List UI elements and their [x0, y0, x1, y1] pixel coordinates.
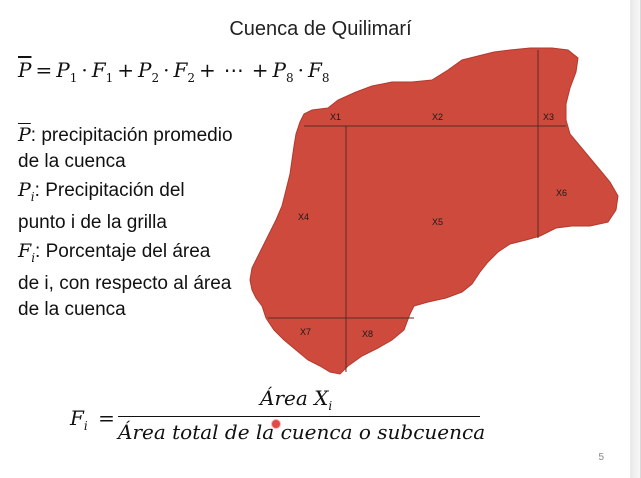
term-dot-2: · — [163, 58, 170, 82]
plus-1: + — [117, 58, 134, 82]
legend-fi-sub: i — [31, 250, 36, 265]
term-f1-sub: 1 — [105, 71, 114, 85]
term-f8: F — [308, 58, 322, 82]
formula-lhs: P — [18, 58, 32, 82]
legend-pi-text: : Precipitación del punto i de la grilla — [18, 180, 185, 233]
pointer-dot — [271, 419, 281, 429]
mean-precipitation-formula: P = P1 · F1 + P2 · F2 + ⋯ + P8 · F8 — [18, 58, 330, 85]
basin-shape — [249, 47, 619, 375]
fraction-lhs: Fi = — [70, 406, 115, 433]
legend-fi: Fi: Porcentaje del área de i, con respec… — [18, 238, 233, 323]
cell-label-x3: X3 — [543, 112, 554, 122]
fraction-lhs-sub: i — [83, 419, 88, 433]
cell-label-x5: X5 — [432, 217, 443, 227]
legend-pi-sub: i — [30, 189, 35, 204]
formula-equals: = — [35, 58, 53, 82]
term-p8: P — [272, 58, 286, 82]
fraction-numerator: Área Xi — [260, 386, 332, 413]
term-dot-8: · — [297, 58, 304, 82]
term-p1: P — [56, 58, 70, 82]
cell-label-x8: X8 — [362, 329, 373, 339]
legend-pbar: P: precipitación promedio de la cuenca — [18, 122, 233, 175]
legend-pbar-symbol: P — [18, 124, 31, 146]
legend-fi-symbol: F — [18, 239, 32, 262]
fraction-numerator-sub: i — [328, 399, 333, 413]
slide-edge — [630, 0, 640, 478]
ellipsis: ⋯ — [223, 58, 244, 82]
cell-label-x2: X2 — [432, 112, 443, 122]
term-p1-sub: 1 — [69, 71, 78, 85]
cell-label-x1: X1 — [330, 112, 341, 122]
plus-2: + — [199, 58, 216, 82]
page-number: 5 — [598, 452, 604, 463]
fraction-lhs-symbol: F — [70, 406, 84, 430]
term-p2-sub: 2 — [151, 71, 160, 85]
variable-legend: P: precipitación promedio de la cuenca P… — [18, 122, 233, 325]
legend-pi-symbol: P — [18, 179, 31, 201]
grid-lines — [268, 50, 566, 372]
legend-pi: Pi: Precipitación del punto i de la gril… — [18, 177, 233, 236]
cell-label-x7: X7 — [300, 327, 311, 337]
fraction-numerator-text: Área X — [260, 386, 329, 410]
term-f2-sub: 2 — [187, 71, 195, 85]
cell-labels: X1 X2 X3 X4 X5 X6 X7 X8 — [298, 112, 567, 339]
slide-title: Cuenca de Quilimarí — [229, 18, 412, 40]
fraction-denominator: Área total de la cuenca o subcuenca — [118, 420, 486, 444]
fraction-equals: = — [98, 406, 115, 430]
term-p8-sub: 8 — [286, 71, 294, 85]
legend-pbar-text: : precipitación promedio de la cuenca — [18, 125, 233, 172]
fraction-bar — [118, 416, 480, 417]
term-dot-1: · — [81, 58, 88, 82]
term-f8-sub: 8 — [321, 71, 330, 85]
term-f2: F — [173, 58, 188, 82]
plus-3: + — [251, 58, 269, 82]
term-p2: P — [138, 58, 152, 82]
term-f1: F — [91, 58, 106, 82]
legend-fi-text: : Porcentaje del área de i, con respecto… — [18, 240, 232, 320]
cell-label-x4: X4 — [298, 212, 309, 222]
cell-label-x6: X6 — [556, 188, 567, 198]
